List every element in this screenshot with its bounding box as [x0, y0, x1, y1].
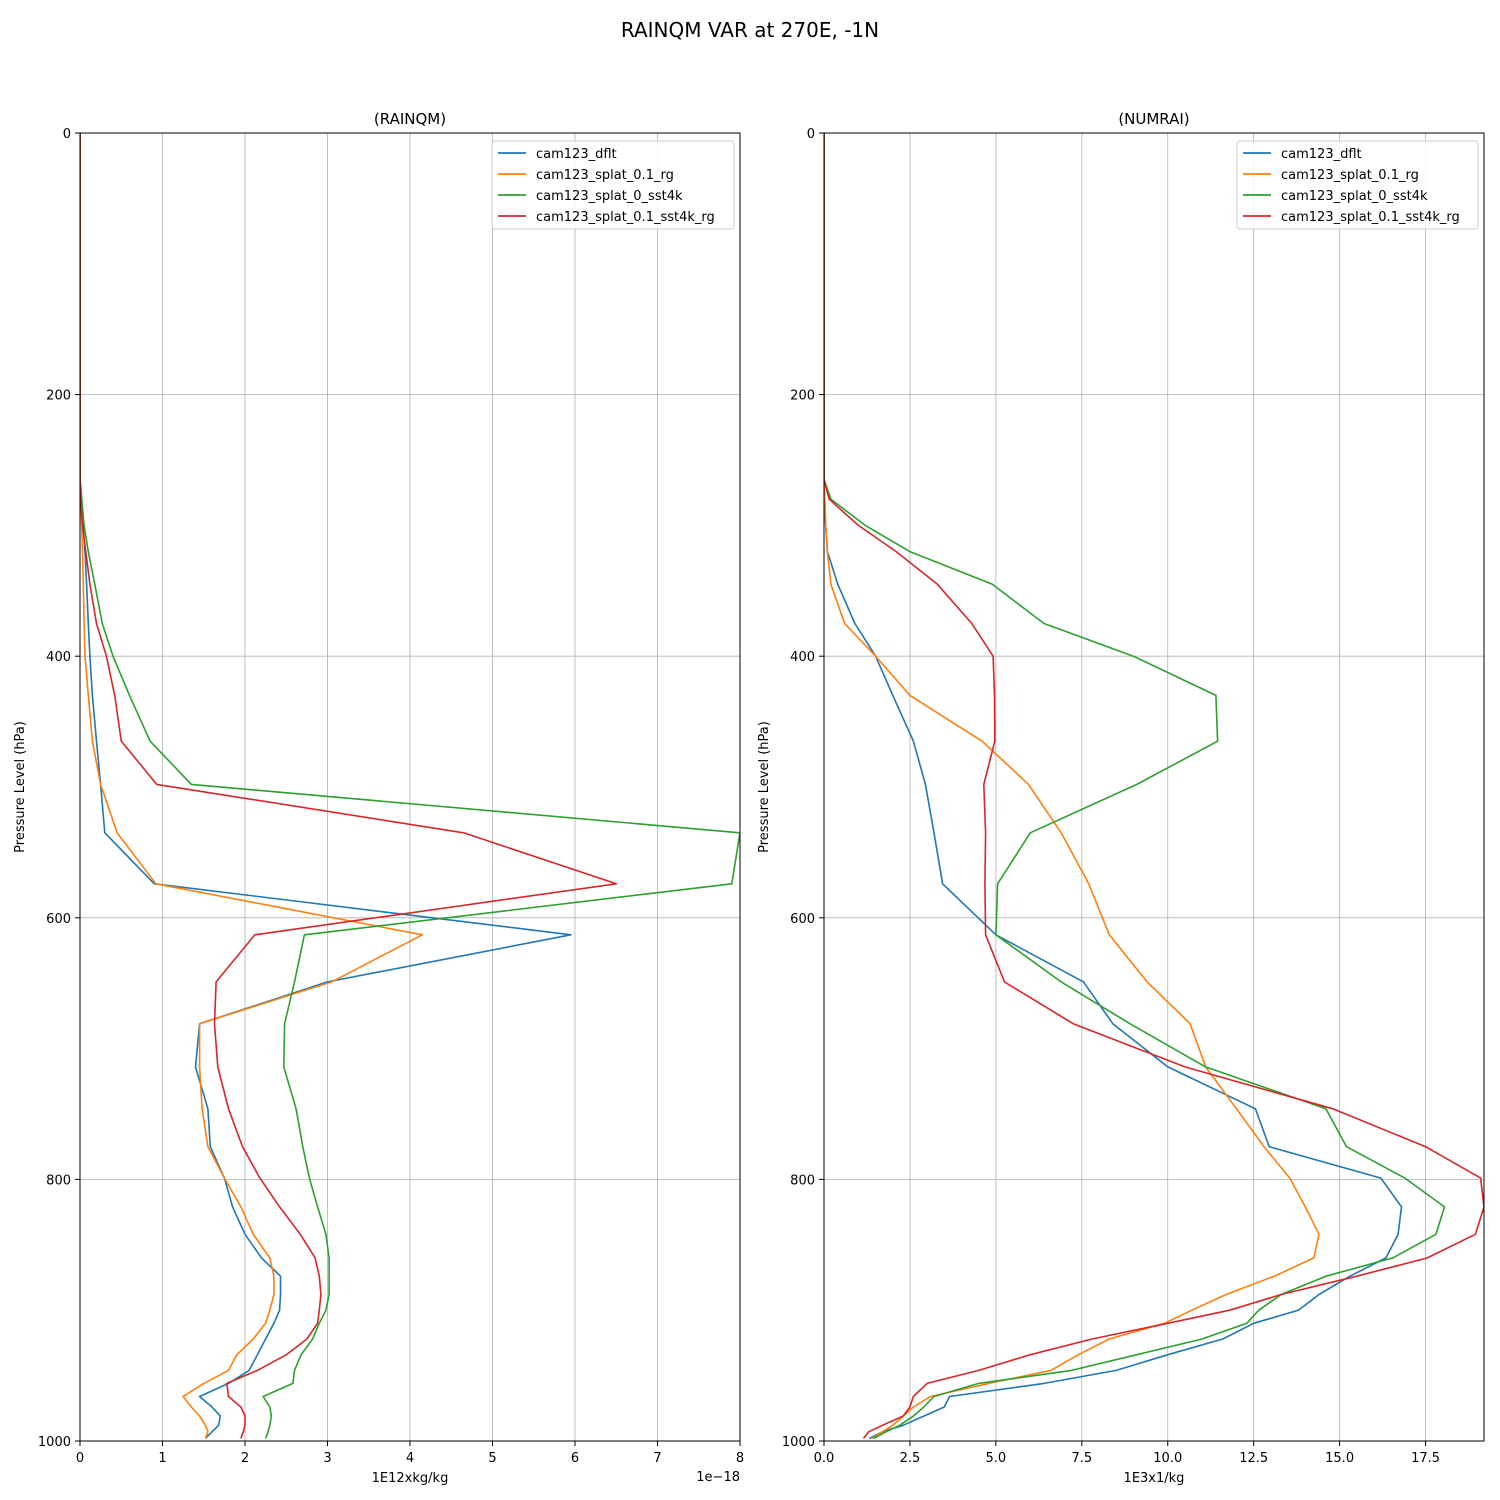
legend-entry: cam123_splat_0_sst4k: [536, 189, 683, 204]
legend-box: [491, 140, 735, 230]
y-tick-label: 600: [790, 912, 815, 927]
x-tick-label: 12.5: [1239, 1451, 1268, 1466]
x-tick-label: 4: [406, 1451, 414, 1466]
x-tick-label: 15.0: [1325, 1451, 1354, 1466]
x-tick-label: 0.0: [814, 1451, 835, 1466]
series-line-cam123_splat_0.1_sst4k_rg: [80, 133, 618, 1439]
x-tick-label: 7: [653, 1451, 661, 1466]
y-tick-label: 800: [46, 1173, 71, 1188]
y-tick-label: 200: [790, 389, 815, 404]
y-tick-label: 0: [807, 127, 815, 142]
series-line-cam123_splat_0_sst4k: [824, 133, 1446, 1440]
y-tick-label: 1000: [782, 1435, 815, 1450]
legend-entry: cam123_splat_0.1_sst4k_rg: [1281, 210, 1460, 225]
legend-entry: cam123_splat_0_sst4k: [1281, 189, 1428, 204]
x-tick-label: 6: [571, 1451, 579, 1466]
legend: cam123_dflt cam123_splat_0.1_rg cam123_spl…: [491, 140, 735, 230]
series-line-cam123_splat_0.1_sst4k_rg: [824, 133, 1484, 1439]
x-axis-label: 1E12xkg/kg: [372, 1471, 449, 1486]
x-tick-label: 5.0: [986, 1451, 1007, 1466]
x-tick-label: 8: [736, 1451, 744, 1466]
series-line-cam123_splat_0_sst4k: [80, 133, 740, 1439]
figure-suptitle: RAINQM VAR at 270E, -1N: [621, 18, 879, 42]
series-line-cam123_dflt: [824, 133, 1403, 1440]
y-tick-label: 0: [63, 127, 71, 142]
y-axis-label: Pressure Level (hPa): [757, 721, 772, 853]
legend-entry: cam123_dflt: [1281, 147, 1362, 162]
x-tick-label: 0: [76, 1451, 84, 1466]
legend-entry: cam123_dflt: [536, 147, 617, 162]
legend: cam123_dflt cam123_splat_0.1_rg cam123_spl…: [1236, 140, 1479, 230]
x-tick-label: 5: [488, 1451, 496, 1466]
x-tick-label: 2.5: [900, 1451, 921, 1466]
x-tick-label: 10.0: [1153, 1451, 1182, 1466]
y-tick-label: 600: [46, 912, 71, 927]
legend-box: [1236, 140, 1479, 230]
y-tick-label: 800: [790, 1173, 815, 1188]
axes-title: (NUMRAI): [1118, 110, 1189, 128]
y-tick-label: 400: [46, 650, 71, 665]
x-axis-label: 1E3x1/kg: [1124, 1471, 1185, 1486]
rainqm-panel: 0 1 2 3 4 5 6 7 8 0 200 400 600 800 1000 (RAINQM) 1E12xk…: [13, 110, 744, 1486]
legend-entry: cam123_splat_0.1_rg: [1281, 168, 1419, 183]
legend-entry: cam123_splat_0.1_sst4k_rg: [536, 210, 715, 225]
x-tick-label: 17.5: [1411, 1451, 1440, 1466]
series-line-cam123_dflt: [80, 133, 572, 1439]
axes-frame: [823, 132, 1485, 1442]
series-line-cam123_splat_0.1_rg: [80, 133, 424, 1439]
x-axis-offset-label: 1e−18: [696, 1470, 740, 1485]
legend-entry: cam123_splat_0.1_rg: [536, 168, 674, 183]
y-tick-label: 400: [790, 650, 815, 665]
y-tick-label: 200: [46, 389, 71, 404]
x-tick-label: 3: [323, 1451, 331, 1466]
x-tick-label: 2: [241, 1451, 249, 1466]
axes-title: (RAINQM): [374, 110, 446, 128]
y-axis-label: Pressure Level (hPa): [13, 721, 28, 853]
x-tick-label: 7.5: [1071, 1451, 1092, 1466]
numrai-panel: 0.0 2.5 5.0 7.5 10.0 12.5 15.0 17.5 0 200 400 600 80…: [757, 110, 1485, 1486]
y-tick-label: 1000: [38, 1435, 71, 1450]
series-line-cam123_splat_0.1_rg: [824, 133, 1320, 1440]
x-tick-label: 1: [158, 1451, 166, 1466]
